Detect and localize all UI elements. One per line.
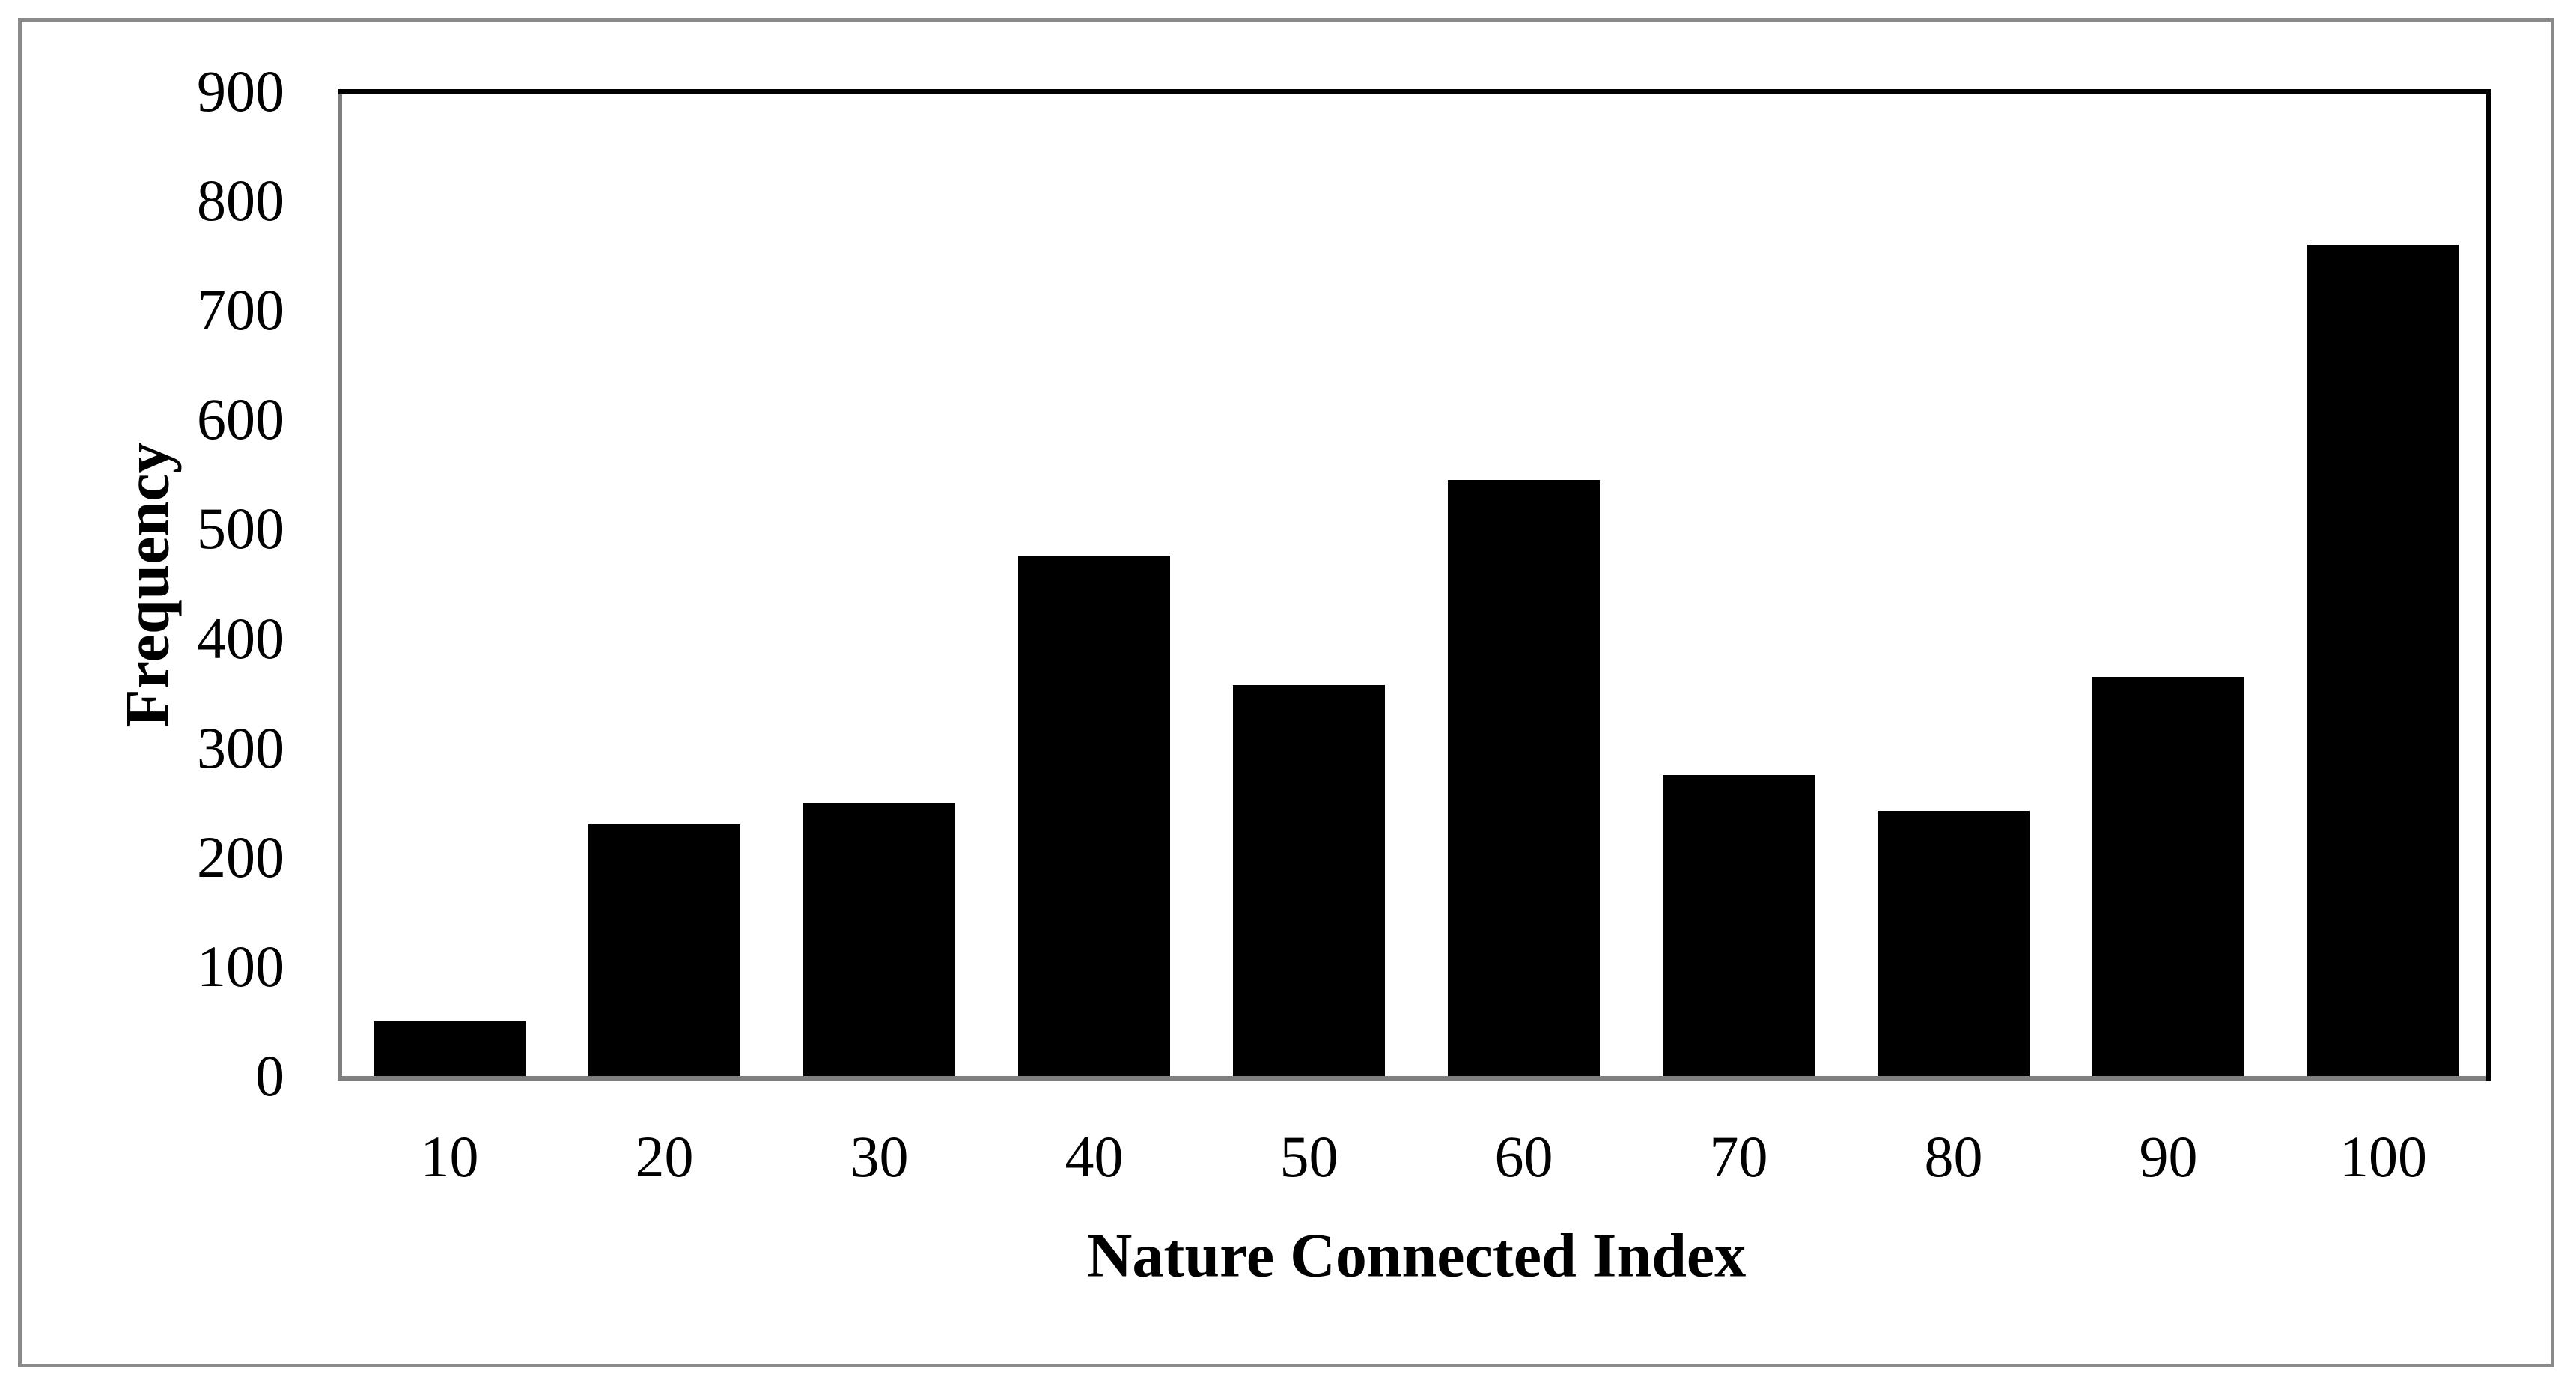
bar-60 bbox=[1447, 479, 1601, 1076]
x-tick-label-20: 20 bbox=[635, 1124, 694, 1189]
y-axis-line bbox=[338, 89, 342, 1081]
y-tick-label-100: 100 bbox=[197, 933, 284, 999]
bar-90 bbox=[2092, 676, 2245, 1076]
y-tick-label-600: 600 bbox=[197, 386, 284, 452]
y-tick-label-400: 400 bbox=[197, 605, 284, 671]
bar-100 bbox=[2306, 244, 2460, 1076]
x-tick-label-40: 40 bbox=[1065, 1124, 1124, 1189]
plot-border-right bbox=[2486, 89, 2491, 1081]
plot-border-top bbox=[338, 89, 2491, 94]
bar-10 bbox=[373, 1021, 526, 1076]
bar-40 bbox=[1017, 556, 1171, 1076]
x-tick-label-30: 30 bbox=[850, 1124, 909, 1189]
x-tick-label-50: 50 bbox=[1279, 1124, 1339, 1189]
x-tick-label-70: 70 bbox=[1709, 1124, 1768, 1189]
x-tick-label-60: 60 bbox=[1494, 1124, 1553, 1189]
bar-80 bbox=[1877, 811, 2030, 1076]
x-tick-label-90: 90 bbox=[2139, 1124, 2198, 1189]
y-axis-title: Frequency bbox=[112, 442, 183, 728]
x-tick-label-10: 10 bbox=[420, 1124, 479, 1189]
bar-70 bbox=[1662, 775, 1815, 1076]
y-tick-label-500: 500 bbox=[197, 496, 284, 562]
y-tick-label-300: 300 bbox=[197, 714, 284, 780]
figure-border bbox=[18, 18, 2554, 1367]
x-tick-label-100: 100 bbox=[2339, 1124, 2427, 1189]
y-tick-label-0: 0 bbox=[255, 1043, 284, 1108]
y-tick-label-700: 700 bbox=[197, 277, 284, 343]
y-tick-label-800: 800 bbox=[197, 168, 284, 234]
bar-50 bbox=[1232, 685, 1386, 1076]
x-tick-label-80: 80 bbox=[1924, 1124, 1983, 1189]
bar-30 bbox=[803, 802, 956, 1076]
y-tick-label-200: 200 bbox=[197, 824, 284, 890]
bar-20 bbox=[588, 824, 741, 1076]
x-axis-title: Nature Connected Index bbox=[1086, 1221, 1747, 1291]
x-axis-line bbox=[338, 1076, 2491, 1081]
y-tick-label-900: 900 bbox=[197, 58, 284, 124]
